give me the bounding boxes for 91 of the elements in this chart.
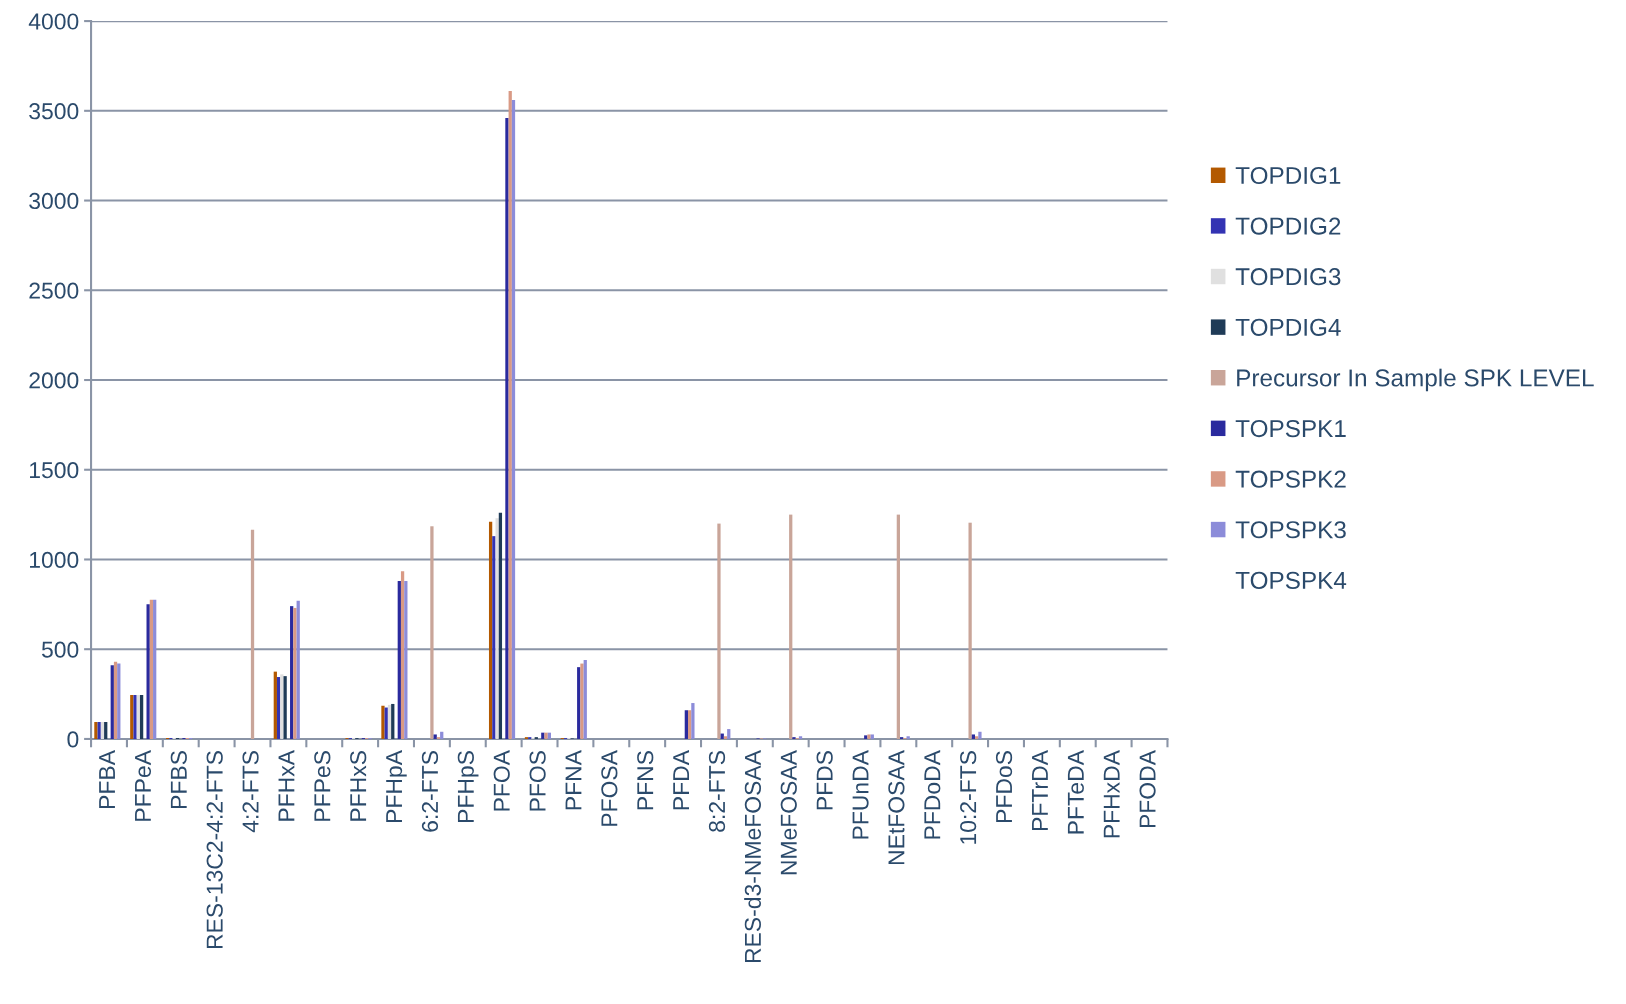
x-tick-label: NMeFOSAA <box>780 750 797 875</box>
y-tick-label: 0 <box>67 731 79 748</box>
bar <box>975 736 979 739</box>
x-tick-label: PFTrDA <box>1032 750 1048 831</box>
x-tick-label: NEtFOSAA <box>888 750 905 865</box>
x-tick-label: PFOA <box>493 750 510 811</box>
y-tick-label: 3000 <box>29 192 79 210</box>
bar <box>433 734 437 739</box>
x-tick-label: PFBA <box>99 750 115 809</box>
bar <box>978 731 982 739</box>
bar <box>149 599 154 739</box>
legend-label: TOPDIG3 <box>1235 268 1341 286</box>
bar <box>440 731 444 739</box>
bar <box>968 522 972 739</box>
legend-label: TOPSPK3 <box>1235 521 1346 539</box>
bar <box>798 736 803 739</box>
x-tick-label: PFHpS <box>457 751 479 823</box>
x-tick-label: PFHxA <box>278 750 295 821</box>
y-tick-label: 1500 <box>30 462 79 479</box>
bar <box>508 91 512 739</box>
bar <box>100 721 105 739</box>
bar <box>717 523 721 739</box>
bar <box>250 529 255 739</box>
bar <box>117 663 121 739</box>
legend-label: TOPDIG1 <box>1235 166 1341 185</box>
bar <box>139 694 144 739</box>
y-tick-label: 500 <box>41 641 79 658</box>
x-tick-label: PFHpA <box>386 750 407 823</box>
x-tick-label: PFTeDA <box>1067 750 1084 834</box>
bar <box>691 703 695 739</box>
y-tick-label: 2000 <box>29 372 79 389</box>
bar <box>789 514 793 739</box>
x-tick-label: 10:2-FTS <box>960 751 977 844</box>
x-tick-label: PFNA <box>565 750 582 810</box>
bar <box>684 710 688 739</box>
x-tick-label: PFHxS <box>350 751 367 821</box>
bar <box>505 118 509 739</box>
bar <box>391 703 395 739</box>
y-tick-label: 2500 <box>29 282 79 299</box>
bar <box>146 604 150 739</box>
legend-label: TOPSPK2 <box>1235 470 1346 488</box>
x-tick-label: PFPeA <box>135 750 152 821</box>
text: TOPSPK4 <box>1235 571 1347 589</box>
bar <box>511 100 516 739</box>
bar <box>113 661 118 739</box>
legend-label: TOPDIG2 <box>1235 217 1341 235</box>
bar <box>583 659 587 739</box>
bar <box>971 734 976 739</box>
bar <box>104 721 108 739</box>
y-tick-label: 1000 <box>30 551 79 569</box>
bar <box>727 729 731 739</box>
bar <box>498 512 503 739</box>
x-tick-label: PFODA <box>1139 750 1156 828</box>
bar <box>387 704 392 739</box>
bar <box>687 710 692 739</box>
bar <box>896 514 900 739</box>
bar <box>492 536 496 739</box>
y-tick-label: 3500 <box>29 103 79 120</box>
x-tick-label: 4:2-FTS <box>242 751 259 833</box>
x-tick-label: PFDoS <box>995 751 1013 823</box>
x-tick-label: PFDoDA <box>924 750 941 839</box>
x-tick-label: PFDS <box>816 751 833 810</box>
x-tick-label: PFNS <box>637 751 654 810</box>
bar <box>296 600 300 739</box>
bar <box>110 665 114 739</box>
x-tick-label: PFDA <box>673 750 690 810</box>
bar <box>153 599 157 739</box>
bar <box>577 667 581 739</box>
legend-label: Precursor In Sample SPK LEVEL <box>1237 368 1594 392</box>
bar <box>430 526 434 739</box>
x-tick-label: PFHxDA <box>1103 750 1120 838</box>
bar <box>273 671 277 739</box>
legend-label: TOPSPK1 <box>1235 419 1346 438</box>
bar <box>400 571 405 739</box>
x-tick-label: PFBS <box>170 751 187 809</box>
x-tick-label: PFPeS <box>314 751 331 821</box>
bar <box>397 581 401 739</box>
legend-label: TOPDIG4 <box>1235 318 1341 336</box>
y-tick-label: 4000 <box>28 13 79 30</box>
x-tick-label: RES-13C2-4:2-FTS <box>206 751 223 949</box>
x-tick-label: 6:2-FTS <box>421 751 439 832</box>
x-tick-label: PFOS <box>529 751 546 811</box>
bar <box>495 518 499 739</box>
x-tick-label: RES-d3-NMeFOSAA <box>744 750 761 963</box>
bar <box>404 581 408 739</box>
x-tick-label: PFUnDA <box>852 750 869 839</box>
x-tick-label: PFOSA <box>601 750 618 826</box>
bar <box>723 736 728 739</box>
bar <box>276 677 281 739</box>
bar <box>488 521 493 739</box>
x-tick-label: 8:2-FTS <box>708 751 726 832</box>
